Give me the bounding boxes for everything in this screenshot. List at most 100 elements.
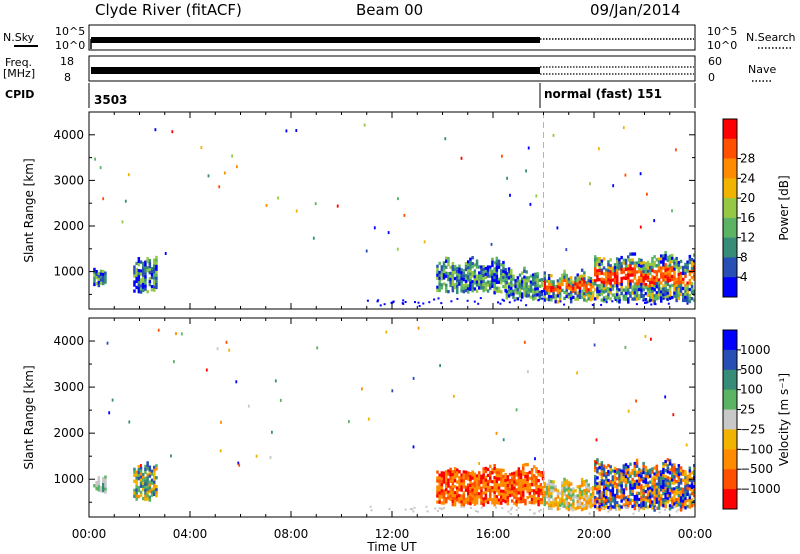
power-cell <box>635 297 639 301</box>
vel-cell <box>486 473 490 478</box>
vel-cell <box>666 500 670 504</box>
vel-cell <box>644 474 648 479</box>
vel-cell <box>605 495 608 500</box>
power-cell <box>504 268 507 272</box>
vel-cell <box>635 491 639 495</box>
vel-cell <box>511 499 514 503</box>
vel-cell <box>629 489 632 493</box>
vel-cell <box>589 487 593 491</box>
power-cell <box>613 269 617 273</box>
power-ground-cell <box>686 302 689 305</box>
power-cell <box>578 286 582 291</box>
power-cell <box>629 282 632 286</box>
power-y-axis-label: Slant Range [km] <box>22 158 36 262</box>
velocity-data-layer <box>93 326 696 515</box>
power-y-tick-label: 3000 <box>53 173 84 187</box>
power-cell <box>493 279 496 283</box>
vel-cell <box>565 497 568 501</box>
vel-cell <box>671 496 674 500</box>
power-cell <box>523 287 526 291</box>
power-cell <box>616 263 619 267</box>
vel-speckle <box>502 438 505 442</box>
vel-cell <box>515 497 518 501</box>
power-cell <box>613 263 617 267</box>
vel-cell <box>506 493 510 497</box>
power-cell <box>142 279 145 284</box>
vel-cell <box>572 499 575 503</box>
vel-cell <box>104 475 107 479</box>
power-cell <box>638 281 641 286</box>
power-cell <box>527 279 531 283</box>
power-cell <box>554 300 557 304</box>
power-cell <box>646 287 650 291</box>
vel-cell <box>613 484 617 489</box>
power-cell <box>684 268 687 273</box>
power-cell <box>153 282 156 286</box>
power-colorbar-tick-label: 20 <box>740 191 755 205</box>
vel-cell <box>644 489 648 494</box>
vel-cell <box>458 476 461 480</box>
vel-colorbar-tick-label: −1000 <box>740 482 781 496</box>
power-cell <box>460 268 463 272</box>
power-cell <box>576 297 579 301</box>
vel-cell <box>624 478 628 482</box>
vel-cell <box>135 482 138 486</box>
vel-cell <box>693 500 696 504</box>
power-cell <box>664 284 667 288</box>
power-cell <box>142 273 145 278</box>
power-cell <box>543 295 546 299</box>
power-cell <box>538 293 542 297</box>
power-cell <box>482 280 485 284</box>
vel-cell <box>528 482 532 487</box>
vel-cell <box>504 500 507 504</box>
vel-cell <box>508 472 512 477</box>
power-cell <box>133 265 136 269</box>
vel-cell <box>633 464 637 469</box>
vel-cell <box>673 463 676 467</box>
power-cell <box>453 267 457 272</box>
power-speckle <box>675 148 677 152</box>
power-cell <box>102 272 105 277</box>
power-cell <box>556 285 560 289</box>
power-cell <box>627 297 630 301</box>
power-cell <box>673 288 676 292</box>
vel-cell <box>526 475 529 479</box>
power-cell <box>613 296 617 300</box>
vel-cell <box>609 504 612 508</box>
vel-cell <box>644 498 648 503</box>
power-cell <box>489 286 492 290</box>
vel-cell <box>688 466 692 470</box>
power-cell <box>679 283 683 288</box>
power-cell <box>525 291 528 295</box>
power-cell <box>133 274 136 278</box>
power-cell <box>642 285 645 289</box>
power-cell <box>525 285 528 289</box>
vel-speckle <box>595 461 597 465</box>
vel-cell <box>453 491 457 495</box>
vel-speckle <box>534 457 536 461</box>
power-cell <box>104 271 107 275</box>
vel-cell <box>480 501 483 505</box>
vel-cell <box>585 491 588 495</box>
vel-cell <box>655 488 659 492</box>
vel-cell <box>688 505 692 509</box>
power-speckle <box>373 226 376 230</box>
power-cell <box>598 287 601 291</box>
power-cell <box>611 269 615 273</box>
vel-cell <box>445 473 448 477</box>
vel-cell <box>677 488 681 492</box>
power-cell <box>620 276 623 281</box>
vel-cell <box>153 483 156 487</box>
vel-cell <box>624 484 628 488</box>
vel-cell <box>624 469 628 473</box>
power-cell <box>473 269 477 273</box>
vel-cell <box>585 497 588 501</box>
power-cell <box>543 292 546 296</box>
power-cell <box>436 285 439 289</box>
power-cell <box>624 258 628 263</box>
vel-cell <box>693 473 696 477</box>
vel-ground-cell <box>632 512 635 515</box>
vel-cell <box>447 472 450 476</box>
power-cell <box>558 283 562 287</box>
nsky-label: N.Sky <box>3 31 35 44</box>
